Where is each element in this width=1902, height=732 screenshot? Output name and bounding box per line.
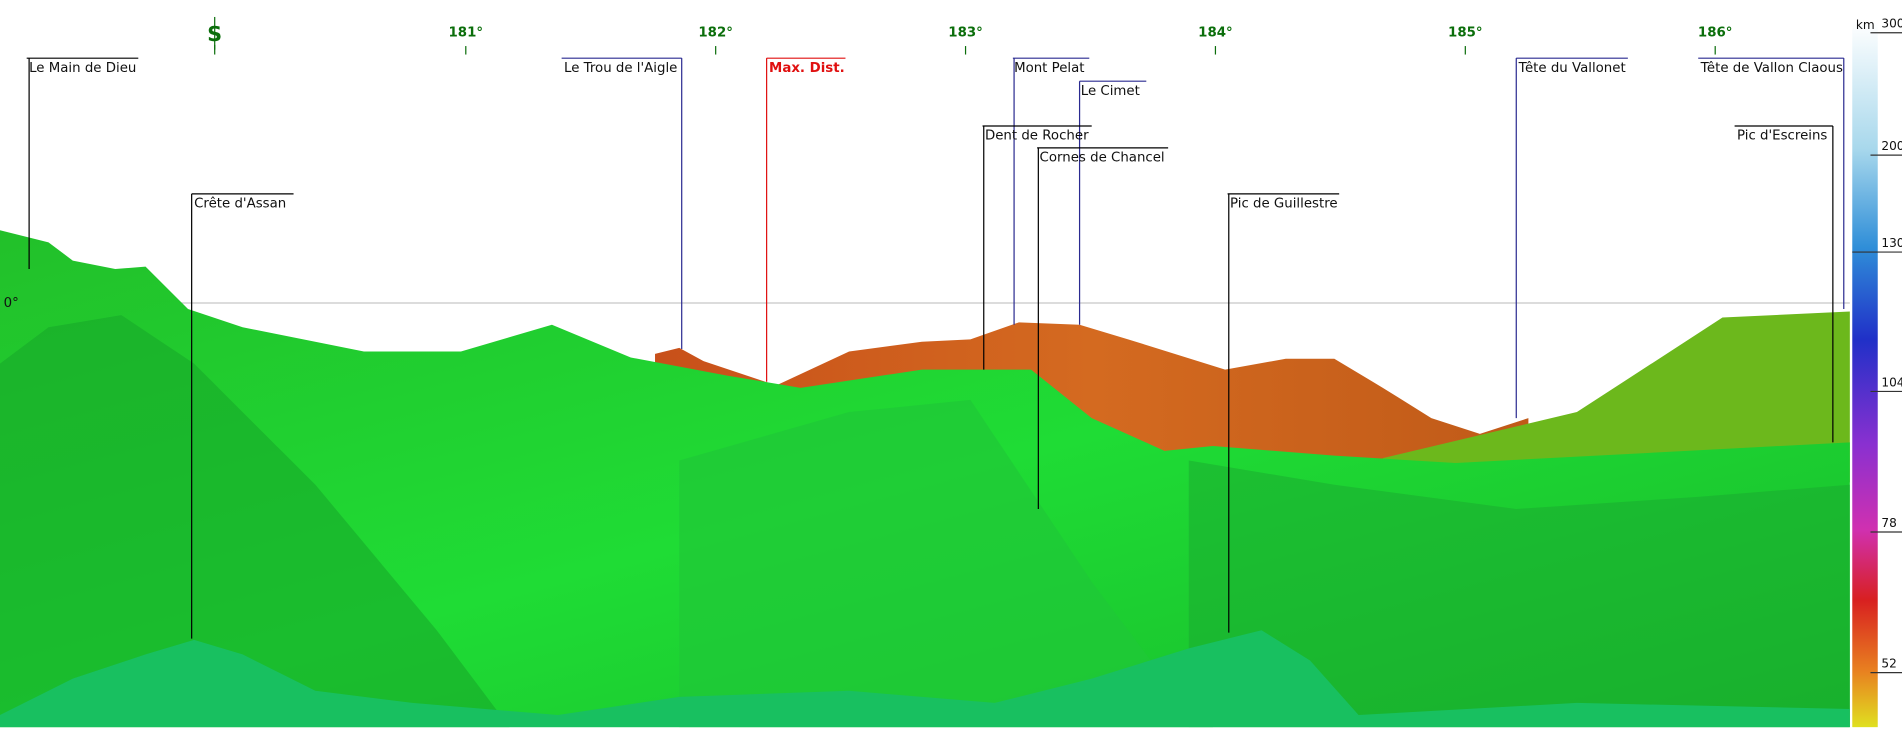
color-scale-bar [1852, 21, 1878, 728]
compass-label: 183° [948, 26, 983, 41]
compass-label: 182° [698, 26, 733, 41]
scale-label: 130 [1881, 236, 1902, 250]
foreground [0, 630, 1850, 728]
peak-label: Le Main de Dieu [29, 61, 136, 76]
ridge-shade [1188, 460, 1850, 728]
peak-label: Tête de Vallon Claous [1700, 60, 1843, 76]
peak-label: Dent de Rocher [985, 129, 1089, 144]
compass-label: 184° [1198, 26, 1233, 41]
peak-label: Max. Dist. [769, 61, 845, 76]
scale-label: 52 [1881, 657, 1896, 671]
peak-label: Pic d'Escreins [1737, 129, 1827, 144]
peak-label: Pic de Guillestre [1230, 197, 1338, 212]
peak-label: Cornes de Chancel [1040, 151, 1165, 166]
peak-label: Tête du Vallonet [1518, 60, 1626, 76]
compass-label: 181° [449, 26, 484, 41]
peak-label: Le Trou de l'Aigle [564, 61, 677, 76]
scale-label: 78 [1881, 516, 1896, 530]
horizon-label: 0° [4, 296, 19, 311]
scale-label: 104 [1881, 375, 1902, 389]
compass-label: 186° [1698, 26, 1733, 41]
terrain [0, 230, 1850, 728]
peak-label: Le Cimet [1081, 84, 1140, 99]
scale-label: 200 [1881, 139, 1902, 153]
scale-label: 300 [1881, 17, 1902, 31]
scale-unit: km [1856, 18, 1875, 32]
peak-label: Mont Pelat [1014, 61, 1084, 76]
labels: 0° km S 181° 182° 183° 184° 185° 186°Le Main d… [4, 17, 1902, 728]
right-slope [1382, 311, 1850, 483]
compass-label: 185° [1448, 26, 1483, 41]
peak-label: Crête d'Assan [194, 196, 286, 212]
ridge-shade [0, 315, 510, 728]
ridge-shade [679, 399, 1214, 728]
